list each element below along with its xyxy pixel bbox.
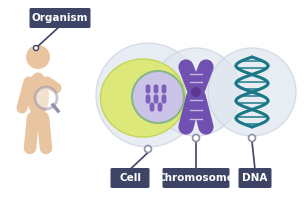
Text: Organism: Organism	[32, 13, 88, 23]
Text: Chromosome: Chromosome	[157, 173, 234, 183]
Circle shape	[26, 45, 50, 69]
Ellipse shape	[27, 72, 49, 117]
Text: Cell: Cell	[119, 173, 141, 183]
Ellipse shape	[101, 59, 185, 137]
Ellipse shape	[191, 87, 201, 97]
Circle shape	[248, 134, 255, 142]
Text: DNA: DNA	[242, 173, 268, 183]
FancyBboxPatch shape	[29, 8, 91, 28]
Circle shape	[35, 87, 57, 109]
Circle shape	[96, 43, 200, 147]
Circle shape	[208, 48, 296, 136]
Circle shape	[192, 134, 199, 142]
Circle shape	[144, 146, 151, 152]
Circle shape	[132, 71, 184, 123]
FancyBboxPatch shape	[239, 168, 271, 188]
Circle shape	[33, 46, 39, 50]
Circle shape	[152, 48, 240, 136]
FancyBboxPatch shape	[110, 168, 150, 188]
FancyBboxPatch shape	[163, 168, 230, 188]
